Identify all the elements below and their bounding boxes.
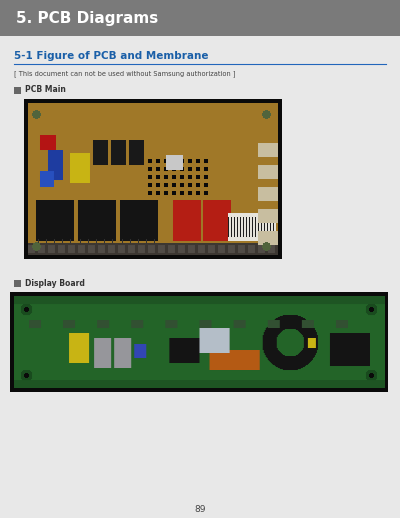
Bar: [14, 87, 21, 94]
Text: 89: 89: [194, 506, 206, 514]
Bar: [0, 0, 400, 36]
Text: [ This document can not be used without Samsung authorization ]: [ This document can not be used without …: [14, 70, 236, 77]
Bar: [24, 99, 282, 259]
Bar: [10, 292, 388, 392]
Bar: [14, 280, 21, 287]
Text: PCB Main: PCB Main: [25, 85, 66, 94]
Text: Display Board: Display Board: [25, 279, 85, 287]
Text: 5-1 Figure of PCB and Membrane: 5-1 Figure of PCB and Membrane: [14, 51, 208, 61]
Text: 5. PCB Diagrams: 5. PCB Diagrams: [16, 10, 158, 25]
